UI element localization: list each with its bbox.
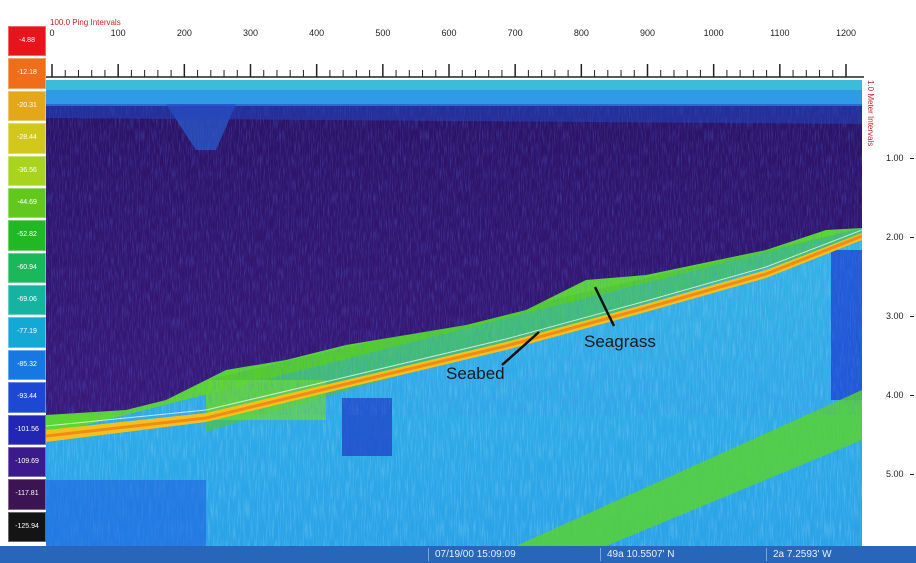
status-bar: 07/19/00 15:09:09 49a 10.5507' N 2a 7.25… [0, 546, 916, 563]
depth-tick-label: 1.00 [886, 153, 904, 163]
seabed-label: Seabed [446, 364, 505, 383]
depth-ruler-title: 1.0 Meter Intervals [866, 80, 875, 147]
ping-tick-label: 700 [507, 28, 523, 38]
ping-tick-label: 500 [375, 28, 391, 38]
ping-tick-label: 1200 [835, 28, 857, 38]
seabed-pointer-line [501, 331, 540, 366]
ping-tick-label: 1100 [770, 28, 790, 38]
scale-swatch: -44.69 [8, 187, 46, 219]
scale-swatch: -93.44 [8, 382, 46, 413]
scale-swatch: -69.06 [8, 285, 46, 316]
scale-swatch: -36.56 [8, 155, 46, 186]
depth-tick-mark [910, 237, 914, 238]
scale-swatch: -85.32 [8, 349, 46, 381]
ping-ruler-ticks [46, 64, 864, 78]
seagrass-label: Seagrass [584, 332, 656, 351]
ping-tick-label: 300 [242, 28, 259, 38]
depth-tick-mark [910, 395, 914, 396]
scale-swatch: -20.31 [8, 90, 46, 122]
status-timestamp: 07/19/00 15:09:09 [428, 548, 601, 561]
echogram-image [46, 80, 862, 546]
ping-tick-label: 900 [639, 28, 656, 38]
depth-tick-mark [910, 474, 914, 475]
scale-swatch: -4.88 [8, 26, 46, 57]
ping-tick-label: 400 [309, 28, 325, 38]
color-scale-legend: -4.88 -12.18 -20.31 -28.44 -36.56 -44.69 -52.8… [8, 26, 46, 544]
ping-tick-label: 100 [110, 28, 126, 38]
depth-tick-label: 2.00 [886, 232, 904, 242]
scale-swatch: -52.82 [8, 220, 46, 251]
scale-swatch: -101.56 [8, 414, 46, 445]
scale-swatch: -125.94 [8, 511, 46, 542]
depth-tick-label: 3.00 [886, 311, 904, 321]
scale-swatch: -117.81 [8, 479, 46, 510]
ping-tick-label: 0 [49, 28, 55, 38]
scale-swatch: -109.69 [8, 446, 46, 478]
ping-tick-label: 800 [573, 28, 589, 38]
ping-tick-label: 200 [176, 28, 192, 38]
status-longitude: 2a 7.2593' W [766, 548, 916, 561]
second-echo-band [516, 390, 862, 546]
ping-tick-label: 600 [441, 28, 457, 38]
scale-swatch: -28.44 [8, 123, 46, 154]
status-latitude: 49a 10.5507' N [600, 548, 767, 561]
ping-ruler: 100.0 Ping Intervals 0 100 200 300 400 500 600… [46, 18, 864, 80]
scale-swatch: -77.19 [8, 317, 46, 348]
scale-swatch: -60.94 [8, 252, 46, 283]
depth-tick-label: 5.00 [886, 469, 904, 479]
depth-tick-mark [910, 158, 914, 159]
seagrass-pointer-line [593, 286, 616, 327]
ping-ruler-title: 100.0 Ping Intervals [50, 18, 121, 27]
depth-tick-mark [910, 316, 914, 317]
ping-tick-label: 1000 [703, 28, 724, 38]
echogram-display[interactable]: Seabed Seagrass [46, 80, 862, 546]
depth-tick-label: 4.00 [886, 390, 904, 400]
scale-swatch: -12.18 [8, 58, 46, 89]
depth-ruler: 1.0 Meter Intervals 1.00 2.00 3.00 4.00 5.00 [862, 80, 916, 546]
